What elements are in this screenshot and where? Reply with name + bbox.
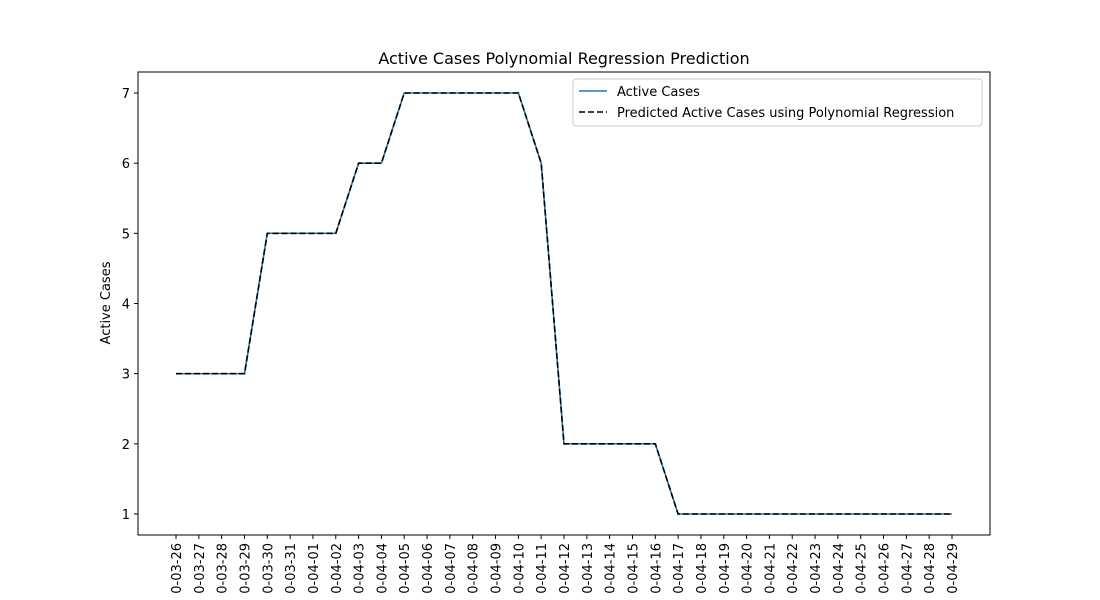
x-tick-label: 0-03-26: [170, 543, 185, 594]
legend: Active Cases Predicted Active Cases using…: [572, 78, 983, 127]
x-tick-label: 0-04-04: [375, 543, 390, 594]
x-tick-label: 0-04-06: [421, 543, 436, 594]
x-tick-label: 0-04-28: [923, 543, 938, 594]
x-tick-label: 0-04-26: [878, 543, 893, 594]
x-tick-label: 0-04-22: [786, 543, 801, 594]
legend-label-1: Predicted Active Cases using Polynomial …: [617, 106, 954, 121]
y-axis-label: Active Cases: [99, 261, 114, 344]
x-tick-label: 0-04-12: [558, 543, 573, 594]
x-tick-label: 0-04-10: [512, 543, 527, 594]
x-tick-label: 0-04-25: [855, 543, 870, 594]
x-tick-label: 0-03-28: [216, 543, 231, 594]
plot-area: 1 2 3 4 5 6 7 0-03-26 0-03-27 0-03-28 0-03-29 0-03-…: [122, 71, 991, 594]
x-tick-label: 0-04-11: [535, 543, 550, 594]
x-tick-label: 0-03-30: [261, 543, 276, 594]
x-tick-label: 0-04-08: [467, 543, 482, 594]
y-tick-label: 3: [122, 368, 130, 383]
x-tick-label: 0-03-29: [238, 543, 253, 594]
x-tick-label: 0-04-01: [307, 543, 322, 594]
x-tick-label: 0-04-19: [718, 543, 733, 594]
x-tick-label: 0-04-14: [604, 543, 619, 594]
series-line-0: [176, 92, 952, 515]
x-tick-label: 0-04-23: [809, 543, 824, 594]
y-tick-label: 1: [122, 508, 130, 523]
x-tick-label: 0-04-27: [900, 543, 915, 594]
series-line-1: [176, 92, 952, 515]
y-tick-label: 5: [122, 227, 130, 242]
legend-box: [572, 78, 983, 127]
x-tick-label: 0-04-20: [741, 543, 756, 594]
x-tick-label: 0-04-29: [946, 543, 961, 594]
legend-label-0: Active Cases: [617, 85, 700, 100]
x-tick-label: 0-04-16: [649, 543, 664, 594]
x-tick-label: 0-04-02: [330, 543, 345, 594]
x-tick-label: 0-03-27: [193, 543, 208, 594]
x-tick-label: 0-04-15: [626, 543, 641, 594]
x-tick-label: 0-03-31: [284, 543, 299, 594]
x-tick-label: 0-04-07: [444, 543, 459, 594]
x-tick-label: 0-04-09: [490, 543, 505, 594]
x-tick-label: 0-04-03: [353, 543, 368, 594]
x-tick-label: 0-04-24: [832, 543, 847, 594]
y-tick-label: 4: [122, 298, 130, 313]
plot-frame: [137, 71, 991, 536]
y-tick-label: 7: [122, 87, 130, 102]
x-tick-label: 0-04-17: [672, 543, 687, 594]
x-tick-label: 0-04-13: [581, 543, 596, 594]
y-tick-label: 6: [122, 157, 130, 172]
x-tick-label: 0-04-05: [398, 543, 413, 594]
chart-title: Active Cases Polynomial Regression Predi…: [378, 49, 749, 68]
x-tick-label: 0-04-21: [763, 543, 778, 594]
y-tick-label: 2: [122, 438, 130, 453]
x-tick-label: 0-04-18: [695, 543, 710, 594]
